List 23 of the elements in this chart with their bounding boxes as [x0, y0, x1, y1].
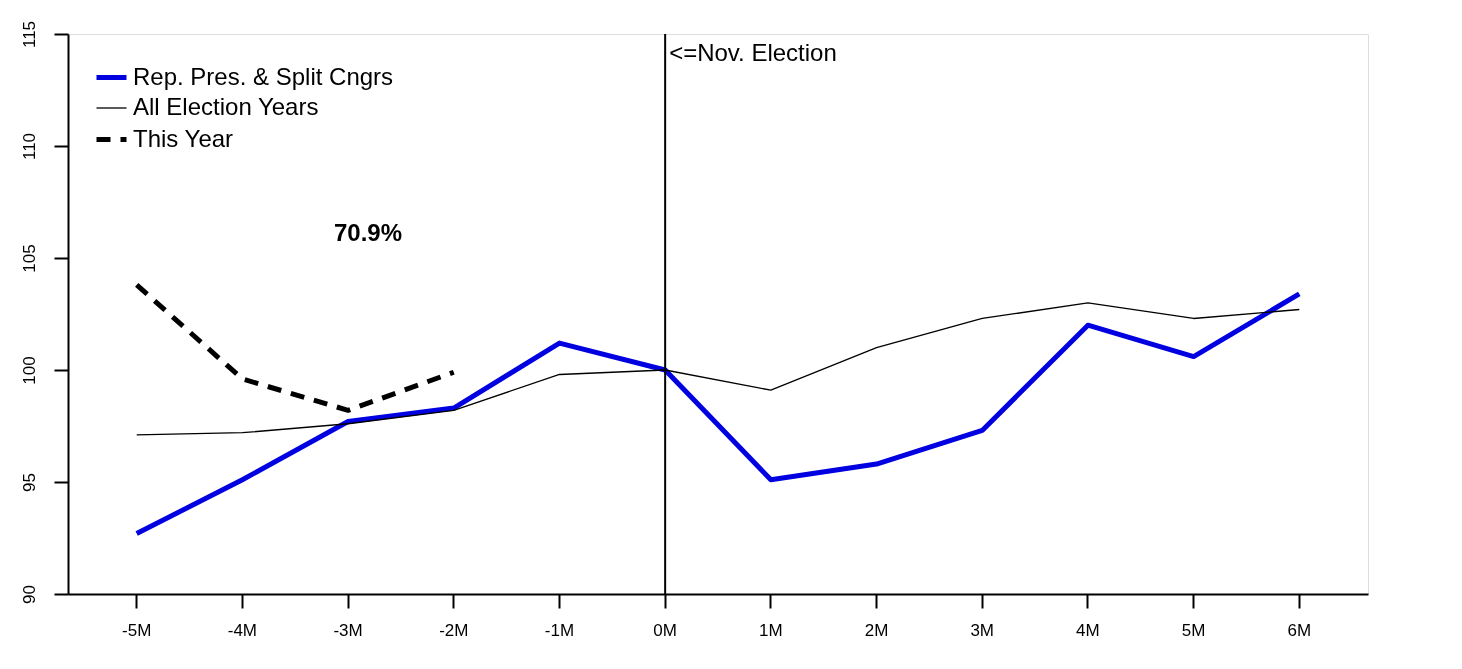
x-tick-label: 1M: [759, 620, 783, 640]
x-tick-label: 5M: [1181, 620, 1206, 640]
y-tick-label: 115: [19, 20, 39, 49]
x-tick-label: 6M: [1287, 620, 1312, 640]
x-tick-label: -2M: [439, 620, 469, 640]
x-tick-label: 4M: [1076, 620, 1100, 640]
ref-line-label: <=Nov. Election: [669, 39, 837, 66]
x-tick-label: -4M: [227, 620, 258, 640]
x-tick-label: -5M: [122, 620, 152, 640]
x-tick-label: 0M: [653, 620, 677, 640]
y-tick-label: 110: [19, 132, 39, 161]
x-tick-label: 2M: [864, 620, 889, 640]
legend-label: Rep. Pres. & Split Cngrs: [133, 62, 394, 90]
annotation: 70.9%: [333, 219, 403, 246]
y-tick-label: 105: [19, 244, 39, 273]
legend-label: All Election Years: [133, 93, 319, 120]
y-tick-label: 100: [19, 356, 39, 385]
x-tick-label: -3M: [333, 620, 363, 640]
x-tick-label: 3M: [970, 620, 995, 640]
y-tick-label: 95: [19, 473, 39, 492]
legend-label: This Year: [133, 124, 234, 152]
x-tick-label: -1M: [544, 620, 575, 640]
y-tick-label: 90: [19, 585, 39, 604]
